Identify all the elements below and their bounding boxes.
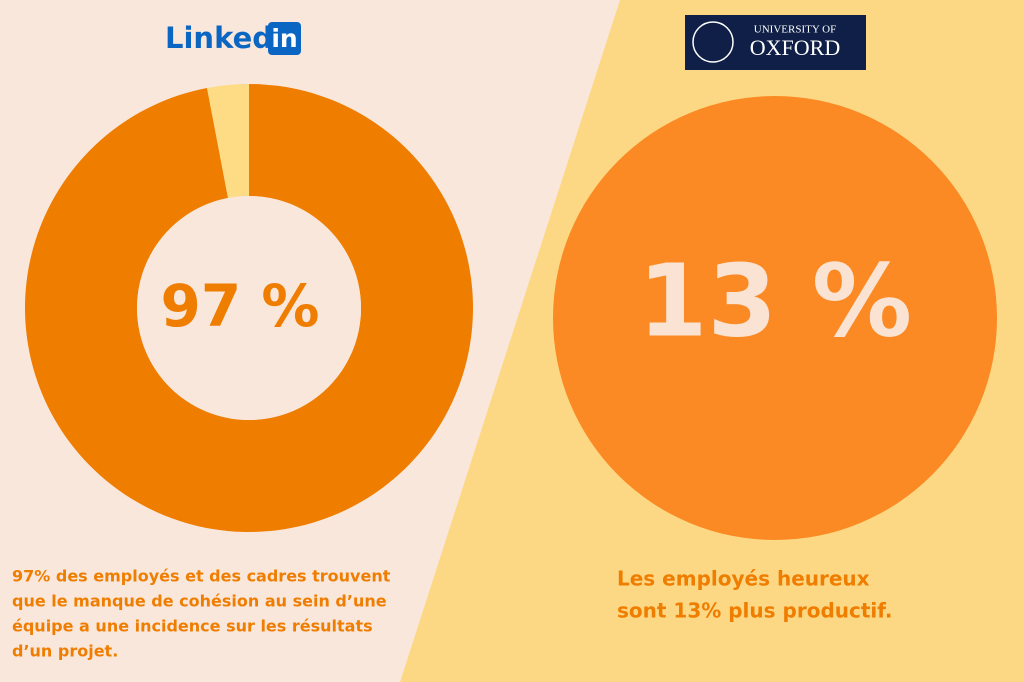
stat-circle [553, 96, 997, 540]
donut-center-label: 97 % [160, 272, 319, 340]
caption-left: 97% des employés et des cadres trouvent q… [12, 567, 391, 661]
caption-line: équipe a une incidence sur les résultats [12, 617, 373, 636]
caption-line: d’un projet. [12, 642, 118, 661]
linkedin-badge-text: in [271, 24, 297, 53]
caption-line: 97% des employés et des cadres trouvent [12, 567, 391, 586]
donut-segment [207, 84, 249, 198]
donut-segment [25, 84, 474, 532]
donut-hole [137, 196, 361, 420]
linkedin-word: Linked [165, 21, 273, 55]
caption-right: Les employés heureux sont 13% plus produc… [617, 567, 892, 623]
caption-line: sont 13% plus productif. [617, 599, 892, 623]
oxford-logo [685, 15, 866, 70]
oxford-line2: OXFORD [750, 35, 840, 60]
caption-line: Les employés heureux [617, 567, 870, 591]
linkedin-badge [268, 22, 301, 55]
caption-line: que le manque de cohésion au sein d’une [12, 592, 387, 611]
oxford-crest [692, 21, 734, 63]
stat-label: 13 % [638, 242, 912, 359]
oxford-line1: UNIVERSITY OF [754, 24, 836, 36]
donut-chart [25, 84, 474, 532]
